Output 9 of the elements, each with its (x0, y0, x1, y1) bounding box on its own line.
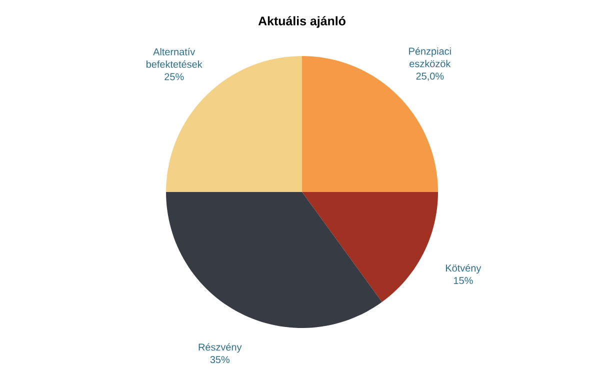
data-label: 35% (210, 356, 230, 364)
data-label: 25,0% (416, 72, 444, 81)
slice-label: Alternatív befektetések (146, 48, 202, 68)
data-label: 15% (454, 277, 473, 284)
slice-label: Pénzpiaci eszközök (409, 47, 451, 68)
slice-label: Kötvény (446, 264, 482, 274)
chart-title: Aktuális ajánló (258, 16, 346, 28)
data-label: 25% (164, 73, 184, 80)
slice-label: Részvény (198, 343, 242, 353)
